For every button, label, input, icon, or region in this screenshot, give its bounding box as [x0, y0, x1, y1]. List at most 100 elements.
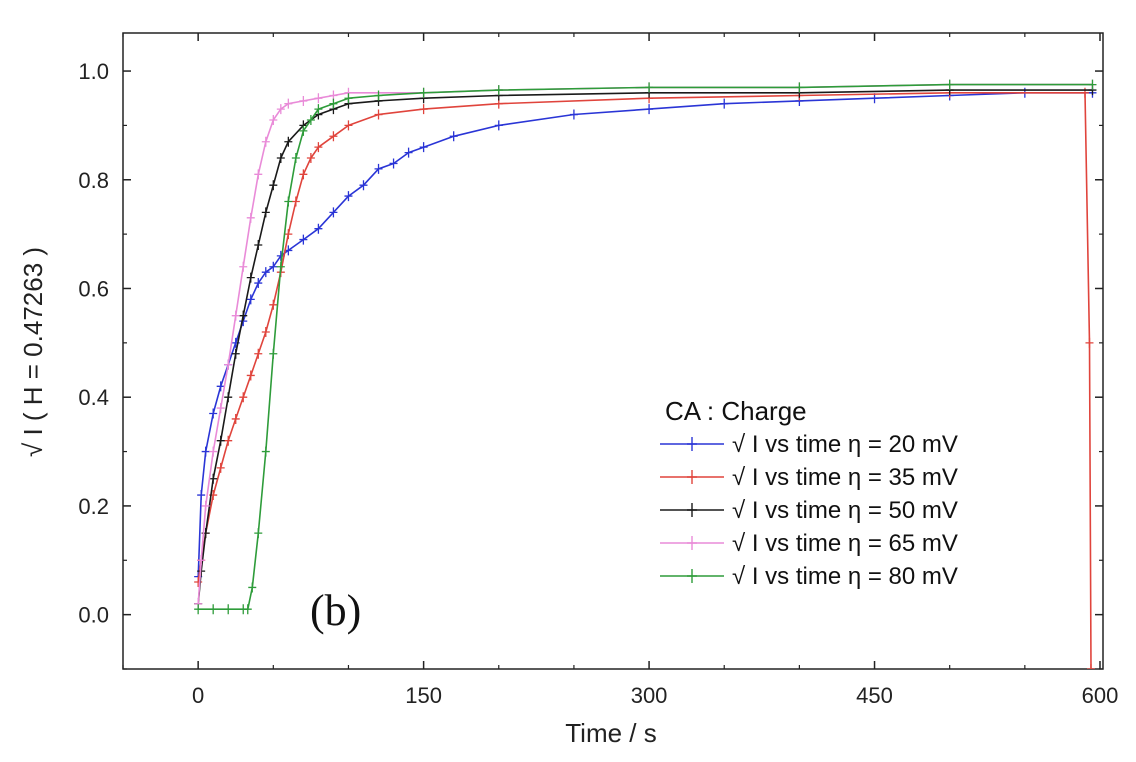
- series-3-point: [231, 310, 240, 321]
- series-3: [194, 79, 1097, 609]
- x-tick-label-600: 600: [1082, 683, 1119, 708]
- series-0-point: [494, 120, 503, 131]
- legend-item-4: √ I vs time η = 80 mV: [660, 563, 958, 590]
- legend-item-3: √ I vs time η = 65 mV: [660, 530, 958, 557]
- series-0-point: [254, 278, 263, 289]
- series-0-point: [329, 207, 338, 218]
- series-0-point: [261, 267, 270, 278]
- series-0-point: [419, 142, 428, 153]
- series-4-point: [261, 446, 270, 457]
- series-3-point: [224, 359, 233, 370]
- series-1-point: [1080, 87, 1089, 98]
- series-4-point: [276, 261, 285, 272]
- series-1-point: [299, 169, 308, 180]
- x-tick-label-0: 0: [192, 683, 204, 708]
- series-1-point: [269, 299, 278, 310]
- series-3-point: [216, 403, 225, 414]
- series-2-point: [246, 272, 255, 283]
- series-line-4: [198, 83, 1093, 611]
- legend-marker-3: [687, 536, 697, 550]
- series-2-point: [284, 136, 293, 147]
- series-3-point: [284, 98, 293, 109]
- series-4-point: [299, 125, 308, 136]
- series-4-point: [1088, 79, 1097, 90]
- series-0-point: [720, 98, 729, 109]
- series-4-point: [344, 93, 353, 104]
- x-axis-title: Time / s: [565, 718, 656, 748]
- series-1-point: [291, 196, 300, 207]
- series-0-point: [314, 223, 323, 234]
- series-2-point: [209, 473, 218, 484]
- legend-label-0: √ I vs time η = 20 mV: [732, 431, 958, 458]
- series-0-point: [246, 294, 255, 305]
- series-line-2: [197, 89, 1093, 604]
- series-1-point: [284, 229, 293, 240]
- legend-marker-1: [687, 470, 697, 484]
- legend: CA : Charge √ I vs time η = 20 mV √ I vs …: [660, 396, 958, 590]
- series-1: [194, 87, 1095, 669]
- y-tick-label-0.4: 0.4: [78, 385, 109, 410]
- series-0-point: [299, 234, 308, 245]
- series-1-point: [329, 131, 338, 142]
- series-3-point: [269, 114, 278, 125]
- series-line-3: [197, 83, 1093, 604]
- y-tick-label-0: 0.0: [78, 603, 109, 628]
- series-1-point: [224, 435, 233, 446]
- series-4-point: [306, 114, 315, 125]
- series-0-point: [359, 180, 368, 191]
- series-1-point: [231, 413, 240, 424]
- plot-area: [122, 32, 1104, 670]
- series-layer: [194, 79, 1097, 669]
- legend-item-0: √ I vs time η = 20 mV: [660, 431, 958, 458]
- series-2-point: [216, 435, 225, 446]
- series-4-point: [224, 604, 233, 615]
- series-0-point: [389, 158, 398, 169]
- series-4-point: [243, 604, 252, 615]
- series-4-point: [254, 528, 263, 539]
- series-4-point: [314, 104, 323, 115]
- legend-marker-4: [687, 569, 697, 583]
- series-0-point: [201, 446, 210, 457]
- series-3-point: [197, 555, 206, 566]
- series-2-point: [276, 153, 285, 164]
- series-1-point: [314, 142, 323, 153]
- series-4-point: [419, 87, 428, 98]
- series-1-point: [374, 109, 383, 120]
- series-1-point: [306, 153, 315, 164]
- series-0-point: [209, 408, 218, 419]
- series-3-point: [239, 261, 248, 272]
- series-3-point: [276, 104, 285, 115]
- series-0-point: [197, 490, 206, 501]
- series-0-point: [216, 381, 225, 392]
- series-2-point: [224, 392, 233, 403]
- series-0-point: [269, 261, 278, 272]
- series-1-point: [419, 104, 428, 115]
- series-4-point: [248, 582, 257, 593]
- ticks: 0 150 300 450 600 0.0 0.2 0.4 0.6 0.8 1.0: [78, 33, 1118, 708]
- series-4-point: [329, 98, 338, 109]
- series-4-point: [209, 604, 218, 615]
- x-tick-label-150: 150: [405, 683, 442, 708]
- series-4-point: [284, 196, 293, 207]
- legend-item-2: √ I vs time η = 50 mV: [660, 497, 958, 524]
- y-tick-label-1: 1.0: [78, 59, 109, 84]
- series-1-point: [254, 348, 263, 359]
- legend-label-1: √ I vs time η = 35 mV: [732, 464, 958, 491]
- series-0-point: [404, 147, 413, 158]
- series-0-point: [569, 109, 578, 120]
- series-1-point: [1086, 664, 1095, 669]
- legend-marker-0: [687, 437, 697, 451]
- series-3-point: [261, 136, 270, 147]
- legend-marker-2: [687, 503, 697, 517]
- x-tick-label-450: 450: [856, 683, 893, 708]
- series-1-point: [344, 120, 353, 131]
- series-0: [194, 87, 1097, 582]
- series-4-point: [269, 348, 278, 359]
- series-1-point: [246, 370, 255, 381]
- series-4: [194, 79, 1097, 615]
- series-3-point: [314, 93, 323, 104]
- series-2-point: [261, 207, 270, 218]
- series-3-point: [254, 169, 263, 180]
- y-tick-label-0.2: 0.2: [78, 494, 109, 519]
